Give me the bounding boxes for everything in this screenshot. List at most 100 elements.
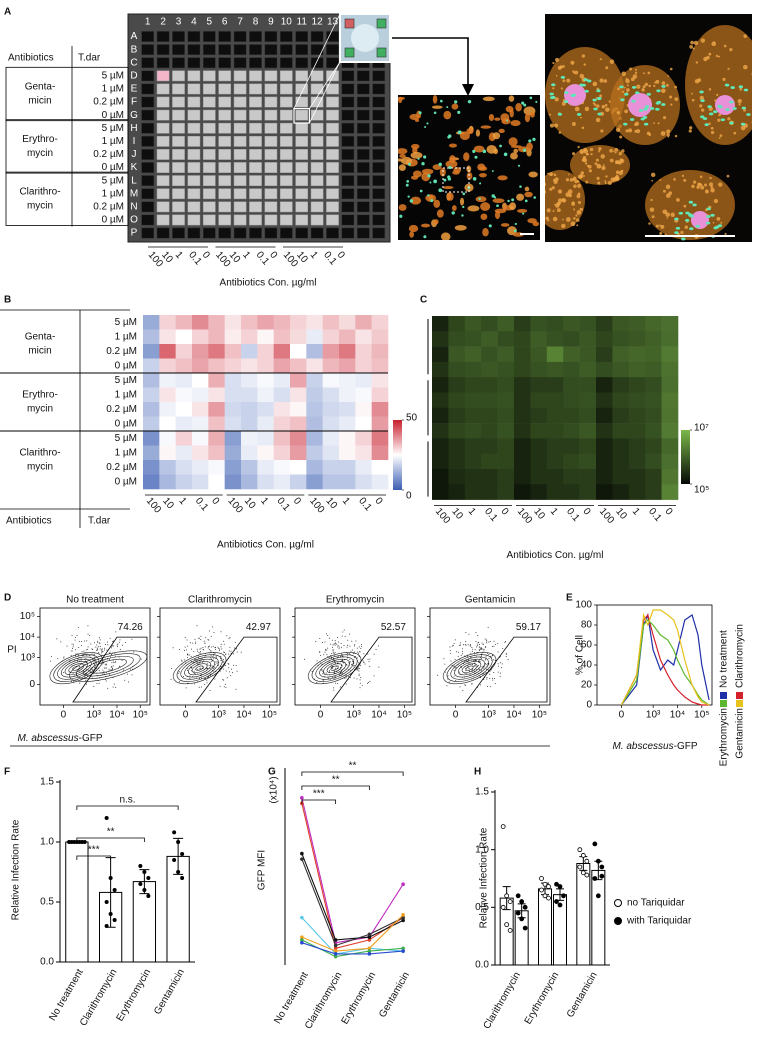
heatmap-cell xyxy=(596,469,613,485)
plot-frame xyxy=(294,607,416,706)
speckle xyxy=(601,165,606,171)
event-dot xyxy=(347,644,349,646)
y-tick-label: 0.5 xyxy=(475,902,489,913)
well xyxy=(326,149,339,160)
heatmap-cell xyxy=(224,329,242,345)
event-dot xyxy=(346,646,348,648)
speckle xyxy=(650,198,653,202)
event-dot xyxy=(470,652,472,654)
data-point xyxy=(539,876,544,881)
well xyxy=(356,109,370,121)
contour xyxy=(191,663,208,673)
well xyxy=(295,57,309,69)
event-dot xyxy=(223,686,225,688)
data-point xyxy=(577,864,583,870)
heatmap-cell xyxy=(563,438,580,454)
event-dot xyxy=(334,642,336,644)
well xyxy=(187,175,201,187)
y-axis-title: Relative Infection Rate xyxy=(11,819,22,920)
cell xyxy=(431,105,443,109)
heatmap-cell xyxy=(371,445,389,461)
well xyxy=(218,109,232,121)
speckle xyxy=(545,190,547,194)
heatmap-cell xyxy=(306,387,323,403)
heatmap-cell xyxy=(355,416,372,432)
event-dot xyxy=(334,660,336,662)
speckle xyxy=(624,109,628,114)
significance-bracket xyxy=(301,785,370,790)
heatmap-cell xyxy=(224,431,242,446)
event-dot xyxy=(213,658,215,660)
well xyxy=(356,83,370,95)
bacteria xyxy=(506,119,509,122)
event-dot xyxy=(364,663,366,665)
well xyxy=(218,31,232,42)
bacteria xyxy=(443,178,447,182)
well xyxy=(218,83,232,95)
speckle xyxy=(683,204,687,208)
speckle xyxy=(708,205,711,208)
well xyxy=(156,214,170,226)
bacteria xyxy=(448,134,452,138)
speckle xyxy=(727,117,731,121)
speckle xyxy=(554,97,559,102)
well xyxy=(372,188,386,200)
event-dot xyxy=(202,647,204,649)
event-dot xyxy=(483,673,485,675)
event-dot xyxy=(359,687,361,689)
event-dot xyxy=(501,663,503,665)
x-axis-title: Antibiotics Con. µg/ml xyxy=(220,278,317,289)
speckle xyxy=(590,153,593,156)
well xyxy=(249,227,262,239)
event-dot xyxy=(319,637,321,639)
speckle xyxy=(691,92,694,95)
event-dot xyxy=(131,638,133,640)
event-dot xyxy=(216,662,218,664)
data-point xyxy=(176,870,181,874)
event-dot xyxy=(334,667,336,669)
event-dot xyxy=(356,678,358,680)
event-dot xyxy=(491,677,493,679)
event-dot xyxy=(186,656,188,658)
event-dot xyxy=(194,683,196,685)
column-label: 10 xyxy=(281,17,293,28)
x-tick-label: Clarithromycin xyxy=(303,970,344,1031)
event-dot xyxy=(112,665,114,667)
bacteria xyxy=(643,122,649,126)
event-dot xyxy=(359,679,361,681)
concentration-label: 5 µM xyxy=(102,123,124,134)
event-dot xyxy=(486,642,488,644)
event-dot xyxy=(350,650,352,652)
bacteria xyxy=(584,89,589,93)
cell xyxy=(509,202,517,210)
event-dot xyxy=(63,656,65,658)
heatmap-cell xyxy=(645,407,662,424)
well xyxy=(233,31,247,42)
event-dot xyxy=(210,635,212,637)
event-dot xyxy=(199,652,201,654)
well xyxy=(141,96,155,108)
heatmap-cell xyxy=(448,469,466,485)
well xyxy=(202,44,216,56)
well xyxy=(295,201,309,213)
heatmap-cell xyxy=(628,392,646,409)
event-dot xyxy=(315,641,317,643)
heatmap-cell xyxy=(192,474,209,490)
heatmap-cell xyxy=(159,387,176,403)
heatmap-cell xyxy=(628,346,646,363)
speckle xyxy=(618,152,622,156)
heatmap-cell xyxy=(628,361,646,378)
well xyxy=(356,96,370,108)
heatmap-cell xyxy=(645,469,662,485)
well xyxy=(326,227,339,239)
well xyxy=(279,31,293,42)
speckle xyxy=(708,52,712,56)
event-dot xyxy=(109,674,111,676)
event-dot xyxy=(467,659,469,661)
x-tick-label: Erythromycin xyxy=(115,967,154,1023)
well xyxy=(279,44,293,56)
heatmap-cell xyxy=(322,329,340,345)
row-label: C xyxy=(130,57,137,68)
event-dot xyxy=(472,663,474,665)
colorbar-label: 10⁷ xyxy=(694,423,709,434)
